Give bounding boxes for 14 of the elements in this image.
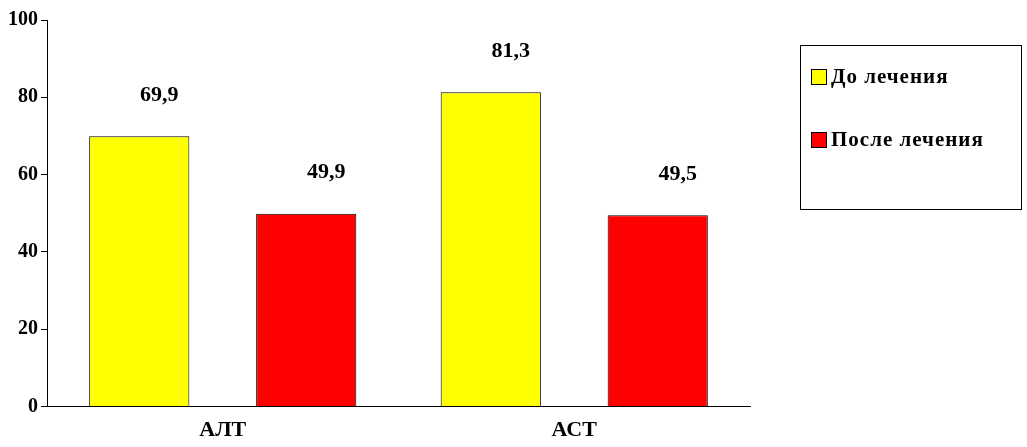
x-tick-label: АЛТ	[199, 416, 247, 442]
data-label: 49,9	[306, 158, 346, 184]
legend-label: До лечения	[831, 64, 949, 89]
data-label: 69,9	[140, 81, 179, 107]
data-label: 81,3	[491, 36, 531, 62]
x-tick-label: АСТ	[551, 416, 598, 442]
y-tick-label: 80	[18, 84, 38, 107]
data-label: 49,5	[658, 159, 697, 185]
y-tick-label: 0	[28, 393, 38, 416]
y-tick-label: 100	[8, 7, 38, 30]
y-tick-label: 60	[18, 161, 38, 184]
legend-label: После лечения	[831, 127, 984, 152]
y-tick-label: 20	[18, 316, 38, 339]
y-tick-label: 40	[18, 239, 38, 262]
